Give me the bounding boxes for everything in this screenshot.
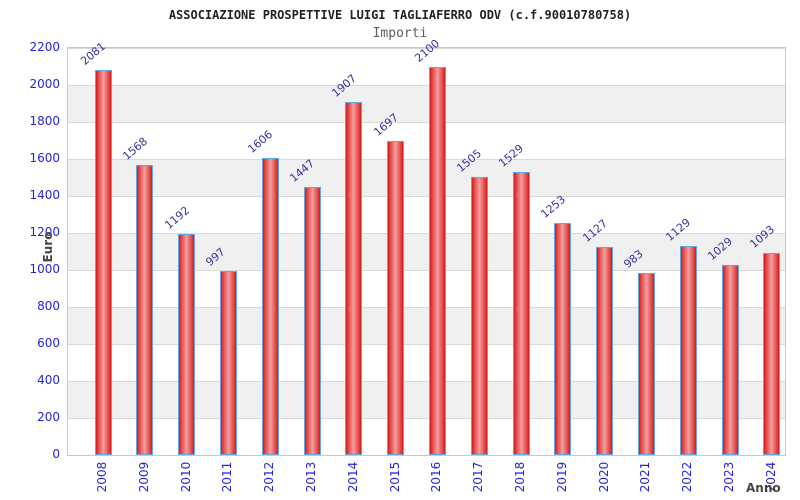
plot-band <box>68 307 785 344</box>
y-tick-label: 400 <box>37 373 60 387</box>
plot-band <box>68 270 785 307</box>
bar-2017 <box>470 176 488 455</box>
y-tick-label: 2200 <box>29 40 60 54</box>
gridline <box>68 381 785 382</box>
bar-2016 <box>428 66 446 455</box>
x-tick-label: 2014 <box>345 461 360 493</box>
plot-band <box>68 344 785 381</box>
y-tick-label: 1400 <box>29 188 60 202</box>
bar-2010 <box>178 234 196 455</box>
chart-subtitle: Importi <box>372 26 428 41</box>
y-tick-label: 1800 <box>29 114 60 128</box>
x-tick-label: 2013 <box>304 461 318 493</box>
x-tick-label: 2012 <box>262 461 277 493</box>
x-tick-label: 2016 <box>429 461 444 493</box>
plot-area: 2081 1568 1192 997 1606 1447 1907 1697 2100 1505 1… <box>67 36 786 456</box>
y-tick-label: 0 <box>52 447 60 461</box>
gridline <box>68 418 785 419</box>
bar-2018 <box>512 172 530 455</box>
gridline <box>68 344 785 345</box>
x-tick-label: 2020 <box>596 461 611 493</box>
plot-band <box>68 48 785 85</box>
x-tick-label: 2010 <box>178 461 193 493</box>
y-tick-label: 1200 <box>29 225 60 239</box>
x-tick-label: 2019 <box>554 461 569 493</box>
bar-2013 <box>303 187 321 455</box>
y-tick-label: 1000 <box>29 262 60 276</box>
plot-band <box>68 381 785 418</box>
bar-2021 <box>637 273 655 455</box>
gridline <box>68 85 785 86</box>
x-tick-label: 2017 <box>471 461 486 493</box>
gridline <box>68 233 785 234</box>
x-tick-label: 2008 <box>95 461 109 493</box>
bar-2009 <box>136 164 154 455</box>
y-tick-label: 200 <box>37 410 60 424</box>
gridline <box>68 159 785 160</box>
gridline <box>68 48 785 49</box>
bar-2023 <box>721 264 739 455</box>
bar-2024 <box>763 252 781 455</box>
x-tick-label: 2022 <box>680 461 695 493</box>
bar-2008 <box>94 70 112 455</box>
x-tick-label: 2011 <box>220 461 235 493</box>
bar-2020 <box>596 246 614 455</box>
bar-2019 <box>554 223 572 455</box>
bar-2014 <box>345 102 363 455</box>
gridline <box>68 196 785 197</box>
gridline <box>68 270 785 271</box>
y-tick-label: 600 <box>37 336 60 350</box>
bar-2011 <box>219 270 237 455</box>
chart-title: ASSOCIAZIONE PROSPETTIVE LUIGI TAGLIAFER… <box>168 8 632 22</box>
x-tick-label: 2018 <box>513 461 527 493</box>
gridline <box>68 307 785 308</box>
y-tick-label: 1600 <box>29 151 60 165</box>
bar-2012 <box>261 157 279 455</box>
x-tick-label: 2015 <box>387 461 402 493</box>
x-tick-label: 2023 <box>722 461 736 493</box>
x-tick-label: 2009 <box>136 461 151 493</box>
x-tick-label: 2021 <box>638 461 653 493</box>
plot-band <box>68 85 785 122</box>
gridline <box>68 122 785 123</box>
plot-band <box>68 159 785 196</box>
y-tick-label: 2000 <box>29 77 60 91</box>
plot-band <box>68 196 785 233</box>
plot-band <box>68 122 785 159</box>
y-tick-label: 800 <box>37 299 60 313</box>
y-axis-title: Euro <box>41 231 55 263</box>
bar-2022 <box>679 246 697 455</box>
bar-2015 <box>387 141 405 455</box>
x-axis-title: Anno <box>746 481 781 495</box>
plot-band <box>68 418 785 455</box>
